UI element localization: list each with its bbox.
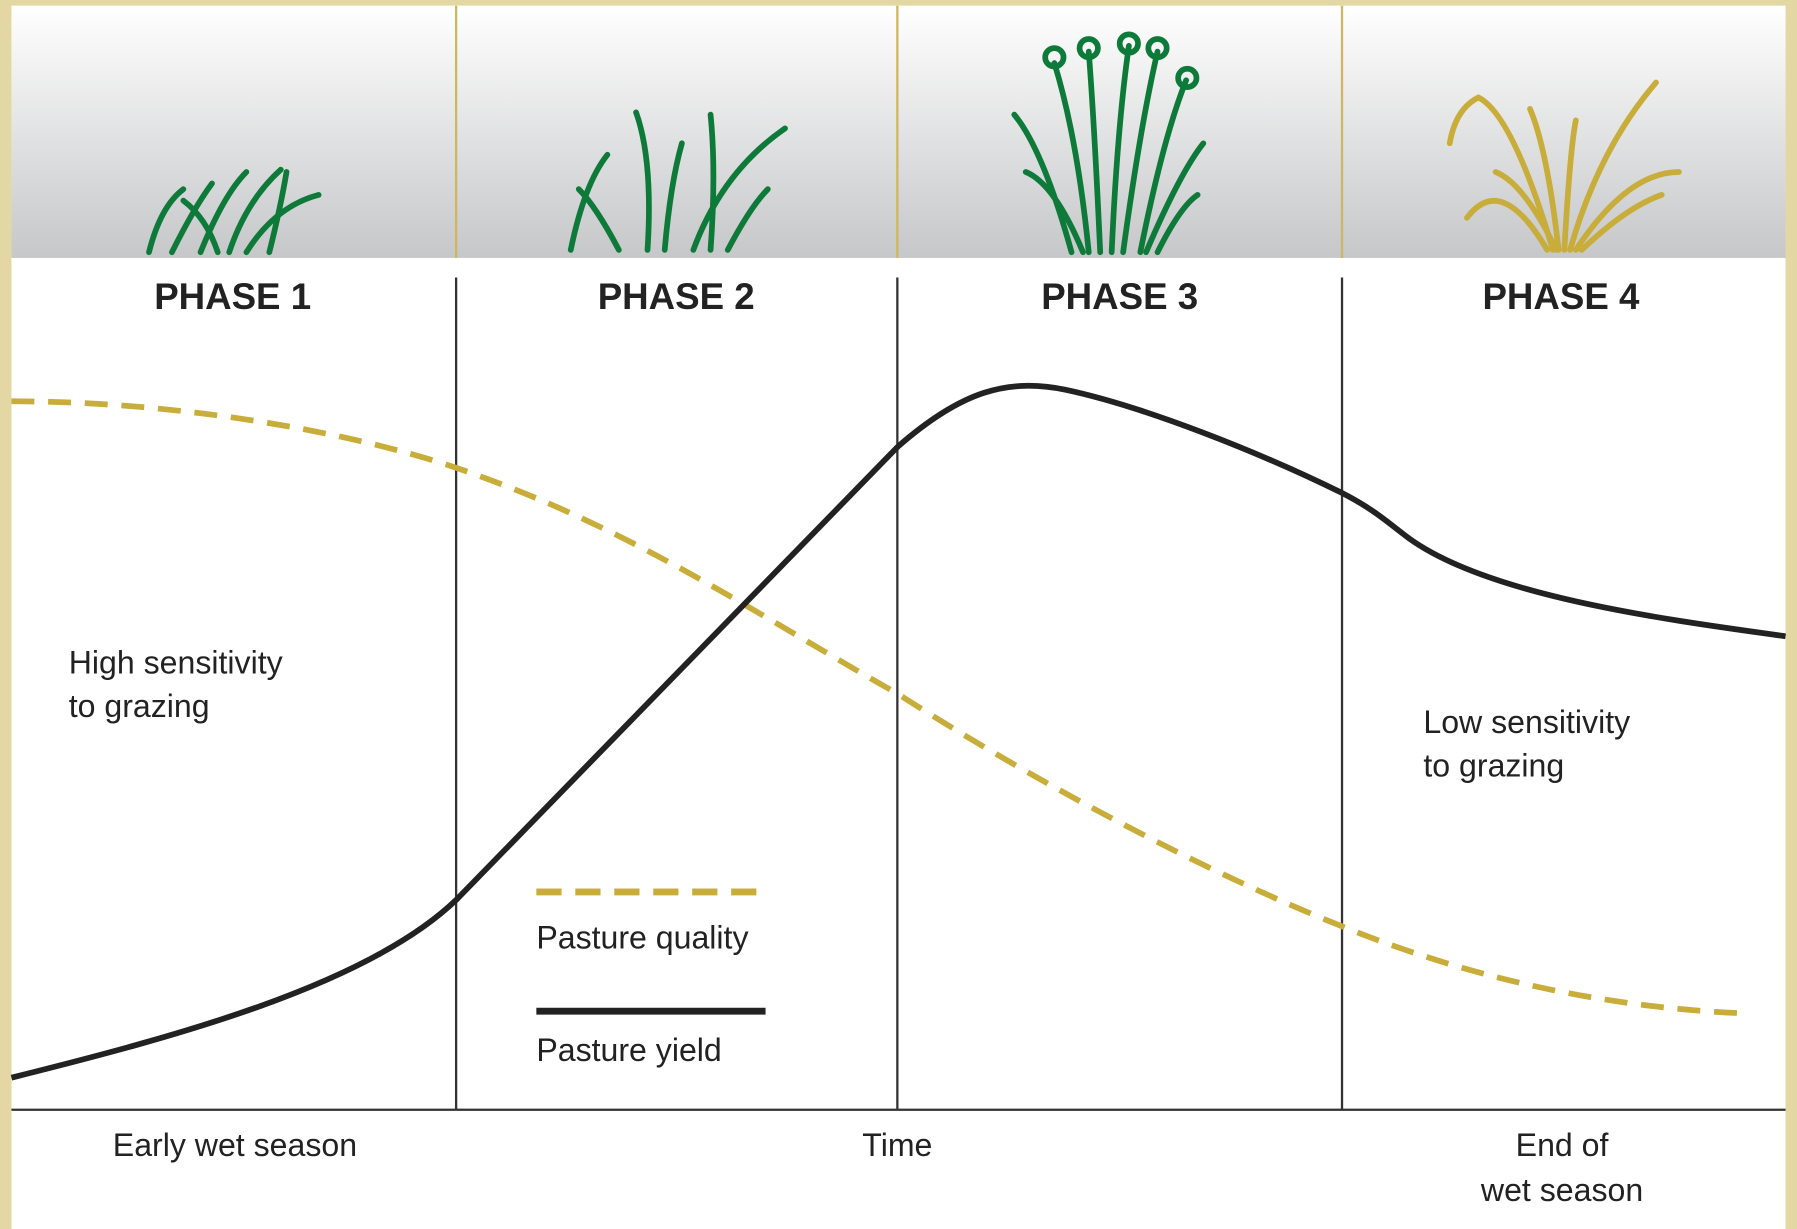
grass-phase-1	[146, 166, 322, 256]
annotation: to grazing	[69, 688, 210, 724]
x-axis-label: End of	[1516, 1127, 1609, 1163]
grass-phase-2	[567, 109, 788, 253]
annotation: High sensitivity	[69, 644, 283, 680]
header-dividers	[454, 5, 1344, 258]
quality-curve	[11, 398, 1748, 1017]
x-axis-label: wet season	[1480, 1172, 1643, 1208]
x-axis-label: Early wet season	[113, 1127, 357, 1163]
phase-dividers	[11, 277, 1786, 1111]
phase-label: PHASE 4	[1482, 276, 1640, 317]
x-axis-label: Time	[862, 1127, 932, 1163]
legend-label: Pasture quality	[536, 920, 748, 956]
phase-label: PHASE 1	[154, 276, 311, 317]
legend-label: Pasture yield	[536, 1032, 721, 1068]
phase-label: PHASE 2	[598, 276, 755, 317]
yield-curve	[10, 382, 1786, 1081]
phase-label: PHASE 3	[1041, 276, 1198, 317]
grass-phase-4	[1446, 79, 1682, 253]
annotation: to grazing	[1423, 748, 1564, 784]
grass-phase-3	[1011, 31, 1207, 256]
annotation: Low sensitivity	[1423, 704, 1630, 740]
